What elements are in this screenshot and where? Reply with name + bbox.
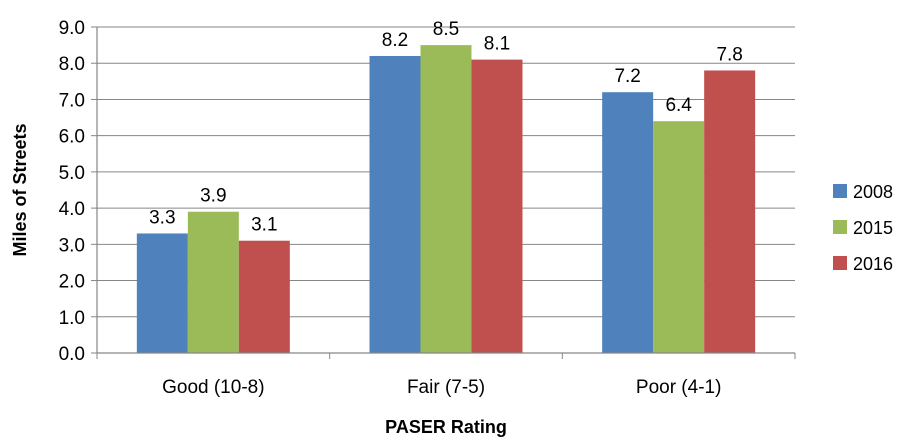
bar-2008-1	[369, 55, 421, 353]
data-label: 7.2	[614, 66, 640, 87]
data-label: 8.2	[382, 30, 408, 51]
bar-2016-1	[471, 59, 523, 353]
x-tick-label: Fair (7-5)	[407, 377, 485, 398]
bar-2015-2	[653, 121, 705, 353]
bar-2008-2	[602, 92, 654, 353]
legend-swatch-2015	[833, 220, 847, 234]
data-label: 6.4	[665, 95, 692, 116]
axes	[91, 26, 796, 359]
legend-label: 2015	[853, 218, 893, 238]
y-tick-label: 5.0	[59, 163, 85, 184]
y-tick-label: 6.0	[59, 127, 85, 148]
y-tick-labels: 0.0 1.0 2.0 3.0 4.0 5.0 6.0 7.0 8.0 9.0	[59, 18, 85, 365]
y-tick-label: 7.0	[59, 90, 85, 111]
y-tick-label: 4.0	[59, 199, 85, 220]
legend-label: 2016	[853, 254, 893, 274]
bar-2016-2	[704, 70, 756, 353]
bars	[136, 45, 756, 353]
y-tick-label: 8.0	[59, 54, 85, 75]
legend-label: 2008	[853, 182, 893, 202]
data-label: 3.3	[149, 207, 175, 228]
bar-2016-0	[238, 240, 290, 353]
data-label: 3.1	[251, 215, 277, 236]
data-label: 7.8	[716, 44, 742, 65]
legend: 2008 2015 2016	[833, 182, 893, 274]
data-label: 8.1	[484, 34, 510, 55]
legend-swatch-2016	[833, 256, 847, 270]
y-tick-label: 9.0	[59, 18, 85, 39]
x-axis-title: PASER Rating	[385, 417, 507, 437]
y-tick-label: 0.0	[59, 344, 85, 365]
data-labels: 3.3 3.9 3.1 8.2 8.5 8.1 7.2 6.4 7.8	[149, 19, 743, 236]
x-tick-label: Good (10-8)	[162, 377, 264, 398]
x-tick-label: Poor (4-1)	[636, 377, 722, 398]
y-tick-label: 2.0	[59, 272, 85, 293]
bar-2015-0	[187, 211, 239, 353]
y-axis-title: Miles of Streets	[10, 123, 30, 256]
x-tick-labels: Good (10-8) Fair (7-5) Poor (4-1)	[162, 377, 721, 398]
bar-2008-0	[136, 233, 188, 353]
bar-2015-1	[420, 45, 472, 353]
data-label: 3.9	[200, 186, 226, 207]
y-tick-label: 1.0	[59, 308, 85, 329]
y-tick-label: 3.0	[59, 235, 85, 256]
legend-swatch-2008	[833, 184, 847, 198]
data-label: 8.5	[433, 19, 459, 40]
